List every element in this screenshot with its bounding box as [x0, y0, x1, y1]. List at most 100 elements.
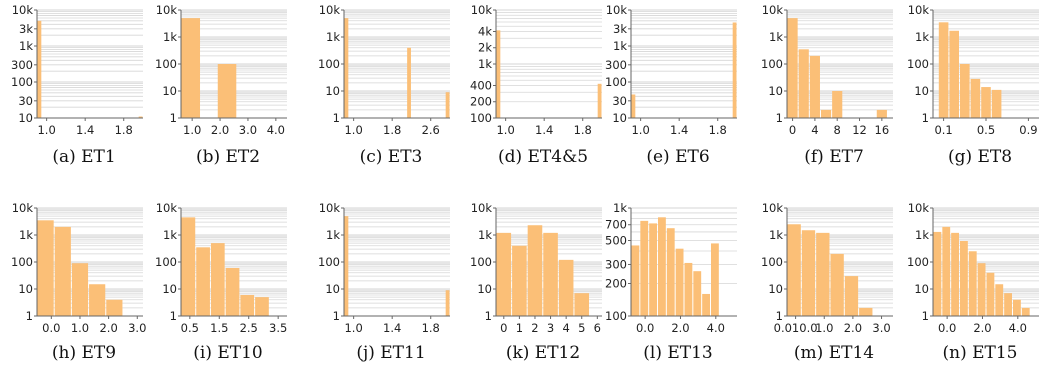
- histogram-bar: [225, 267, 240, 316]
- subfigure-caption: (a) ET1: [52, 147, 115, 167]
- y-tick-label: 1k: [613, 201, 627, 215]
- subfigure-caption: (i) ET10: [193, 343, 263, 363]
- histogram-bar: [820, 109, 832, 118]
- histogram-panel: 1 10 100 1k 10k 1.0 1.8 2.6 (c) ET3: [318, 3, 450, 167]
- histogram-bar: [445, 290, 450, 316]
- y-tick-label: 100: [761, 255, 783, 269]
- subfigure-caption: (k) ET12: [506, 343, 580, 363]
- y-tick-label: 10: [477, 282, 492, 296]
- y-tick-label: 1k: [19, 39, 33, 53]
- x-tick-label: 6: [594, 321, 601, 335]
- x-tick-label: 3.0: [239, 123, 257, 137]
- y-tick-label: 10k: [908, 201, 930, 215]
- y-tick-label: 10k: [762, 3, 784, 17]
- histogram-bar: [574, 293, 590, 316]
- subfigure-caption: (j) ET11: [356, 343, 425, 363]
- histogram-panel: 1 10 100 1k 10k 0 4 8 12 16 (f) ET7: [761, 3, 893, 167]
- x-tick-label: 1.8: [383, 123, 401, 137]
- histogram-panel: 1 10 100 1k 10k 1.0 2.0 3.0 4.0 (b) ET2: [155, 3, 287, 167]
- subfigure-caption: (m) ET14: [794, 343, 874, 363]
- subfigure-caption: (d) ET4&5: [498, 147, 588, 167]
- histogram-bar: [344, 18, 349, 119]
- histogram-bar: [816, 232, 830, 316]
- y-tick-label: 100: [155, 57, 177, 71]
- x-tick-label: 1.5: [210, 321, 228, 335]
- histogram-bar: [809, 55, 820, 118]
- y-tick-label: 10: [612, 111, 627, 125]
- x-tick-label: 0.9: [1019, 123, 1037, 137]
- y-tick-label: 10k: [319, 201, 341, 215]
- subfigure-caption: (h) ET9: [52, 343, 116, 363]
- x-tick-label: 1.0: [344, 123, 362, 137]
- x-tick-label: 4: [811, 123, 818, 137]
- histogram-bar: [702, 293, 710, 316]
- histogram-bar: [693, 271, 702, 316]
- y-tick-label: 200: [470, 95, 492, 109]
- y-tick-label: 1k: [163, 30, 177, 44]
- y-tick-label: 10: [18, 282, 33, 296]
- y-tick-label: 10: [162, 282, 177, 296]
- y-tick-label: 1k: [769, 30, 783, 44]
- y-tick-label: 1: [170, 111, 177, 125]
- y-tick-label: 3k: [19, 22, 33, 36]
- x-tick-label: 3.0: [872, 321, 890, 335]
- x-tick-label: 1.4: [670, 123, 688, 137]
- x-tick-label: 12: [852, 123, 867, 137]
- y-tick-label: 10k: [471, 201, 493, 215]
- y-tick-label: 1: [333, 309, 340, 323]
- y-tick-label: 1k: [326, 30, 340, 44]
- histogram-bar: [255, 297, 269, 316]
- histogram-bar: [949, 30, 959, 119]
- y-tick-label: 700: [605, 218, 627, 232]
- y-tick-label: 1k: [915, 228, 929, 242]
- histogram-bar: [732, 22, 737, 118]
- y-tick-label: 4k: [478, 24, 492, 38]
- histogram-bar: [977, 263, 986, 316]
- histogram-panel: 100 200 300 500 700 1k 0.0 2.0 4.0 (l) ET13: [605, 201, 737, 363]
- x-tick-label: 1.4: [535, 123, 553, 137]
- y-tick-label: 1: [170, 309, 177, 323]
- x-tick-label: 2.0: [211, 123, 229, 137]
- histogram-bar: [1013, 299, 1021, 316]
- y-tick-label: 30: [18, 94, 33, 108]
- histogram-panel: 1 10 100 1k 10k 0.0 1.0 2.0 3.0 (h) ET9: [11, 201, 146, 363]
- histogram-bar: [558, 259, 574, 316]
- x-tick-label: 0.5: [977, 123, 995, 137]
- x-tick-label: 2.6: [422, 123, 440, 137]
- histogram-bar: [960, 64, 970, 118]
- x-tick-label: 1.8: [115, 123, 133, 137]
- subfigure-caption: (c) ET3: [360, 147, 423, 167]
- y-tick-label: 1k: [478, 228, 492, 242]
- y-tick-label: 100: [155, 255, 177, 269]
- y-tick-label: 400: [470, 78, 492, 92]
- histogram-bar: [527, 225, 543, 316]
- histogram-panel: 10 30 100 300 1k 3k 10k 1.0 1.4 1.8(e) ET6: [605, 3, 737, 167]
- x-tick-label: 3.0: [128, 321, 146, 335]
- histogram-panel: 10 30 100 300 1k 3k 10k 1.0 1.4 1.8(a) ET1: [11, 3, 143, 167]
- y-tick-label: 2k: [478, 41, 492, 55]
- y-tick-label: 1k: [326, 228, 340, 242]
- histogram-bar: [54, 226, 71, 316]
- y-tick-label: 100: [318, 255, 340, 269]
- y-tick-label: 30: [612, 94, 627, 108]
- histogram-bar: [666, 228, 675, 316]
- histogram-bar: [859, 307, 873, 316]
- y-tick-label: 1k: [163, 228, 177, 242]
- histogram-bar: [196, 247, 210, 316]
- histogram-bar: [181, 18, 201, 119]
- y-tick-label: 10: [914, 282, 929, 296]
- histogram-bar: [210, 243, 225, 316]
- y-tick-label: 100: [11, 255, 33, 269]
- histogram-bar: [631, 94, 636, 118]
- histogram-bar: [138, 116, 143, 118]
- x-tick-label: 1.0: [71, 321, 89, 335]
- y-tick-label: 10: [768, 84, 783, 98]
- x-tick-label: 2.0: [973, 321, 991, 335]
- subfigure-caption: (l) ET13: [643, 343, 713, 363]
- y-tick-label: 1k: [478, 57, 492, 71]
- y-tick-label: 100: [470, 255, 492, 269]
- x-tick-label: 3: [547, 321, 554, 335]
- histogram-bar: [986, 272, 995, 316]
